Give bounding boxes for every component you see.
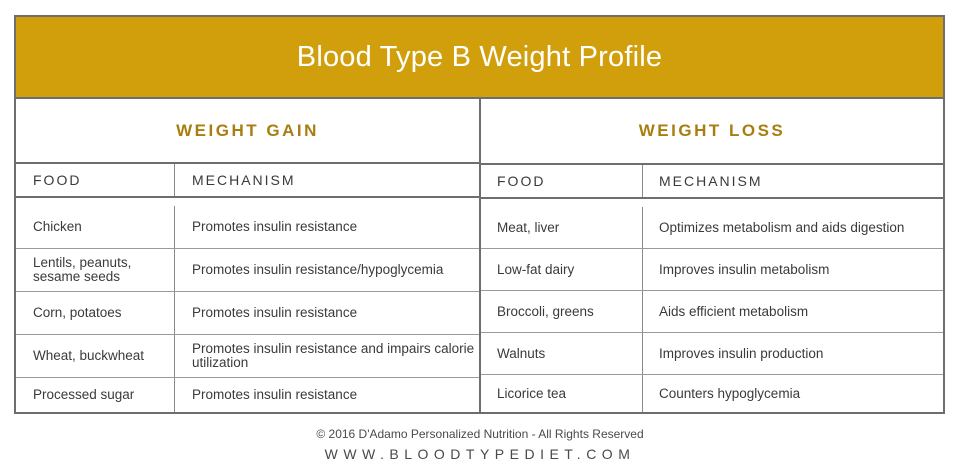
weight-loss-column-headers: FOOD MECHANISM [481, 164, 943, 200]
weight-loss-section: WEIGHT LOSS FOOD MECHANISM Meat, liver O… [481, 99, 943, 412]
food-cell: Licorice tea [481, 375, 643, 412]
food-cell: Wheat, buckwheat [16, 335, 175, 377]
mechanism-cell: Promotes insulin resistance [192, 219, 358, 234]
mechanism-column-header: MECHANISM [659, 172, 763, 189]
food-cell: Low-fat dairy [481, 249, 643, 290]
mechanism-cell: Promotes insulin resistance [192, 387, 358, 402]
mechanism-cell: Promotes insulin resistance and impairs … [192, 341, 475, 370]
food-cell: Corn, potatoes [16, 292, 175, 334]
weight-profile-table: Blood Type B Weight Profile WEIGHT GAIN … [14, 15, 945, 414]
food-cell: Chicken [16, 206, 175, 248]
weight-gain-heading: WEIGHT GAIN [16, 99, 479, 165]
mechanism-cell: Counters hypoglycemia [659, 385, 801, 401]
table-row: Walnuts Improves insulin production [481, 333, 943, 375]
table-row: Licorice tea Counters hypoglycemia [481, 375, 943, 412]
mechanism-cell: Aids efficient metabolism [659, 303, 809, 319]
food-cell: Meat, liver [481, 207, 643, 248]
weight-loss-rows: Meat, liver Optimizes metabolism and aid… [481, 207, 943, 412]
mechanism-cell: Improves insulin metabolism [659, 261, 830, 277]
food-column-header: FOOD [481, 164, 643, 198]
weight-gain-rows: Chicken Promotes insulin resistance Lent… [16, 206, 479, 412]
table-title: Blood Type B Weight Profile [16, 17, 943, 99]
website-link[interactable]: WWW.BLOODTYPEDIET.COM [324, 446, 636, 462]
table-row: Wheat, buckwheat Promotes insulin resist… [16, 335, 479, 378]
table-row: Low-fat dairy Improves insulin metabolis… [481, 249, 943, 291]
table-row: Meat, liver Optimizes metabolism and aid… [481, 207, 943, 249]
copyright-text: © 2016 D'Adamo Personalized Nutrition - … [316, 427, 644, 441]
weight-loss-heading: WEIGHT LOSS [481, 99, 943, 165]
table-row: Processed sugar Promotes insulin resista… [16, 378, 479, 412]
table-row: Corn, potatoes Promotes insulin resistan… [16, 292, 479, 335]
mechanism-cell: Promotes insulin resistance [192, 305, 358, 320]
food-cell: Processed sugar [16, 378, 175, 412]
food-column-header: FOOD [16, 164, 175, 197]
mechanism-cell: Improves insulin production [659, 345, 824, 361]
table-row: Broccoli, greens Aids efficient metaboli… [481, 291, 943, 333]
table-row: Lentils, peanuts, sesame seeds Promotes … [16, 249, 479, 292]
mechanism-cell: Promotes insulin resistance/hypoglycemia [192, 262, 444, 277]
food-cell: Lentils, peanuts, sesame seeds [16, 249, 175, 291]
mechanism-column-header: MECHANISM [192, 172, 296, 189]
table-row: Chicken Promotes insulin resistance [16, 206, 479, 249]
weight-gain-section: WEIGHT GAIN FOOD MECHANISM Chicken Promo… [16, 99, 481, 412]
food-cell: Broccoli, greens [481, 291, 643, 332]
weight-gain-column-headers: FOOD MECHANISM [16, 164, 479, 199]
mechanism-cell: Optimizes metabolism and aids digestion [659, 219, 905, 235]
food-cell: Walnuts [481, 333, 643, 374]
